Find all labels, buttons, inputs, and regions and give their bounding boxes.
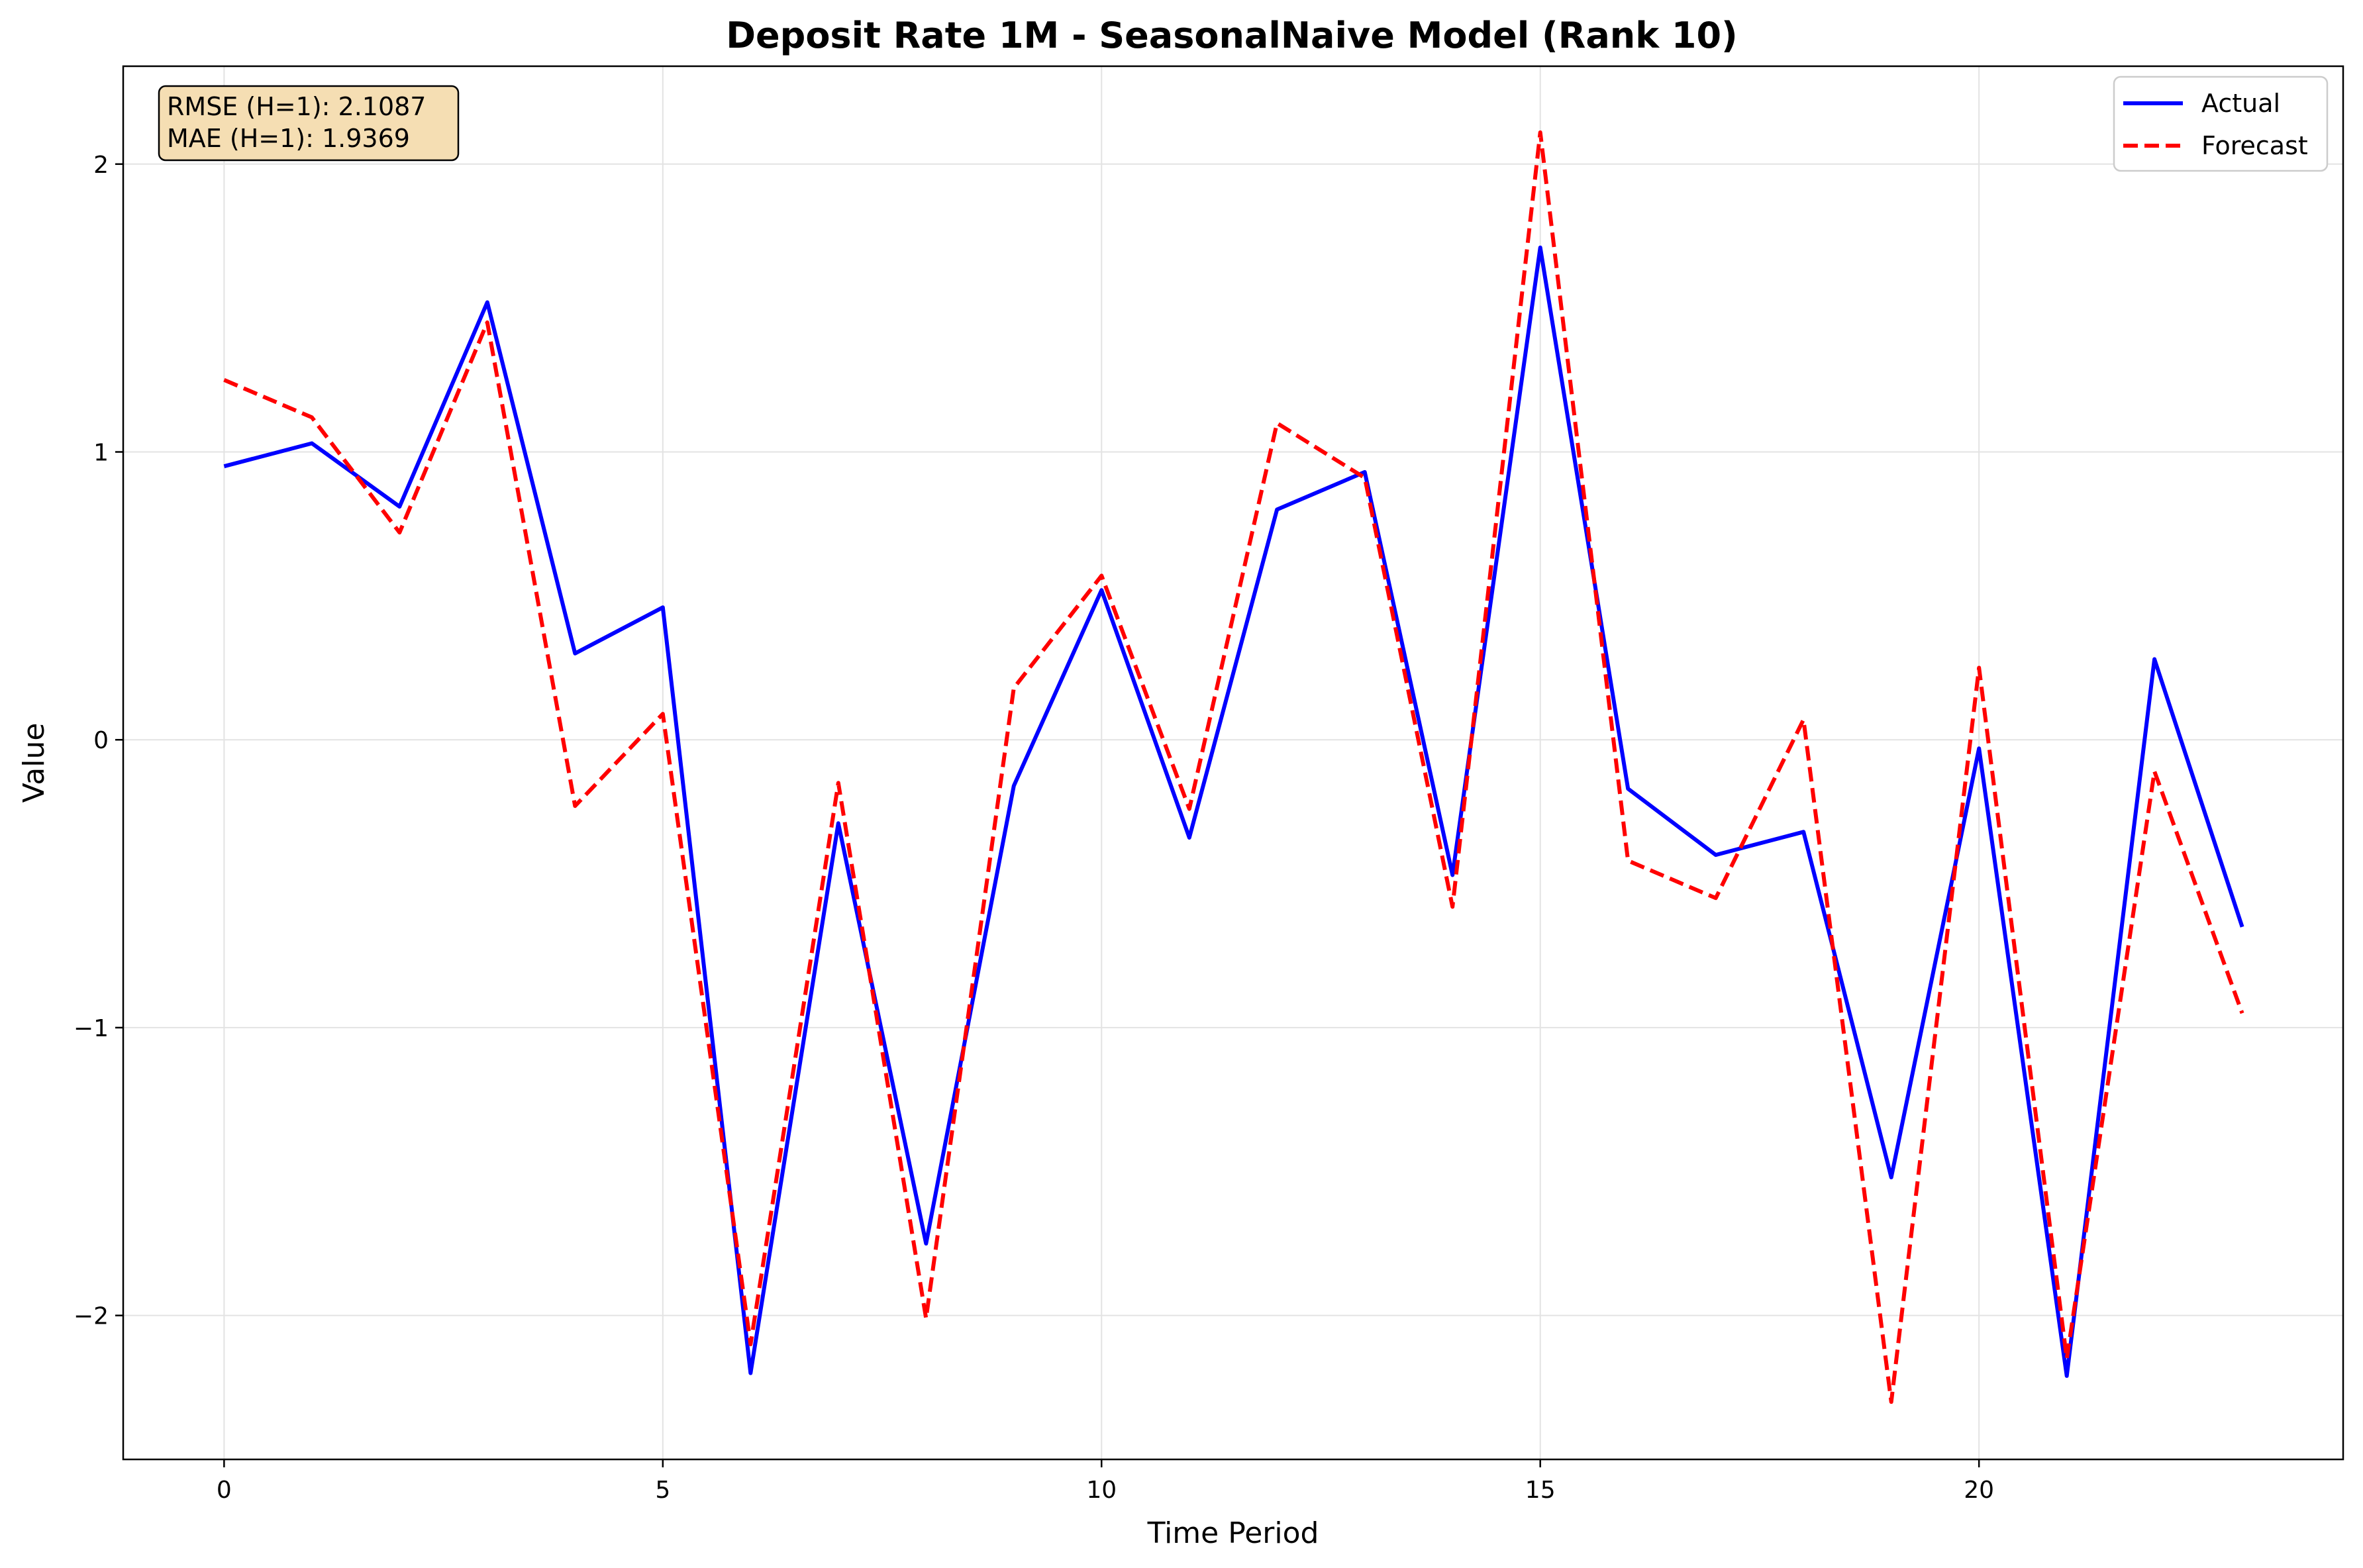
legend: Actual Forecast — [2113, 75, 2329, 172]
chart-title: Deposit Rate 1M - SeasonalNaive Model (R… — [726, 15, 1738, 56]
series-line-actual — [223, 245, 2244, 1378]
grid-lines — [123, 66, 2343, 1459]
plot-frame — [122, 65, 2344, 1461]
x-tick-label: 5 — [655, 1477, 670, 1504]
x-axis-label: Time Period — [1147, 1516, 1319, 1550]
metrics-annotation: RMSE (H=1): 2.1087 MAE (H=1): 1.9369 — [158, 85, 460, 162]
y-tick-label: 2 — [93, 152, 109, 179]
x-axis-ticks: 0 5 10 15 20 — [217, 1459, 1994, 1504]
x-tick-label: 0 — [217, 1477, 232, 1504]
metric-mae: MAE (H=1): 1.9369 — [167, 124, 410, 153]
x-tick-label: 10 — [1086, 1477, 1117, 1504]
series-line-forecast — [223, 130, 2244, 1404]
metrics-box — [158, 85, 460, 162]
x-tick-label: 15 — [1525, 1477, 1556, 1504]
y-tick-label: 1 — [93, 440, 109, 467]
series-lines — [223, 130, 2244, 1404]
x-tick-label: 20 — [1964, 1477, 1994, 1504]
y-tick-label: −1 — [74, 1015, 109, 1042]
y-tick-label: 0 — [93, 727, 109, 754]
y-axis-ticks: −2 −1 0 1 2 — [74, 152, 123, 1330]
legend-label-actual: Actual — [2201, 89, 2280, 118]
metric-rmse: RMSE (H=1): 2.1087 — [167, 92, 427, 121]
legend-label-forecast: Forecast — [2201, 131, 2308, 160]
y-axis-label: Value — [17, 723, 51, 803]
y-tick-label: −2 — [74, 1303, 109, 1330]
